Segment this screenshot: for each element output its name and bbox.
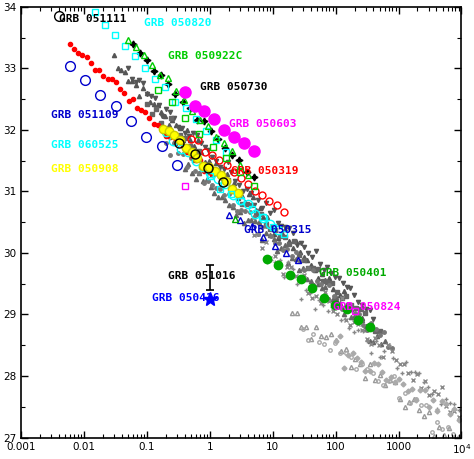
Text: GRB 050416: GRB 050416 <box>152 293 219 303</box>
Text: GRB 050603: GRB 050603 <box>228 119 296 129</box>
Text: GRB 050315: GRB 050315 <box>244 225 311 235</box>
Text: GRB 051111: GRB 051111 <box>59 14 126 24</box>
Text: GRB 060525: GRB 060525 <box>51 140 118 150</box>
Text: GRB 051016: GRB 051016 <box>168 271 236 281</box>
Text: GRB 051109: GRB 051109 <box>51 110 118 119</box>
Text: GRB 050730: GRB 050730 <box>200 82 267 92</box>
Text: GRB 050824: GRB 050824 <box>333 302 400 312</box>
Text: GRB 050908: GRB 050908 <box>51 164 118 174</box>
Text: GRB 050319: GRB 050319 <box>231 166 299 176</box>
Text: GRB 050401: GRB 050401 <box>319 269 387 278</box>
Text: GRB 050820: GRB 050820 <box>144 18 211 28</box>
Text: GRB 050922C: GRB 050922C <box>168 51 243 61</box>
